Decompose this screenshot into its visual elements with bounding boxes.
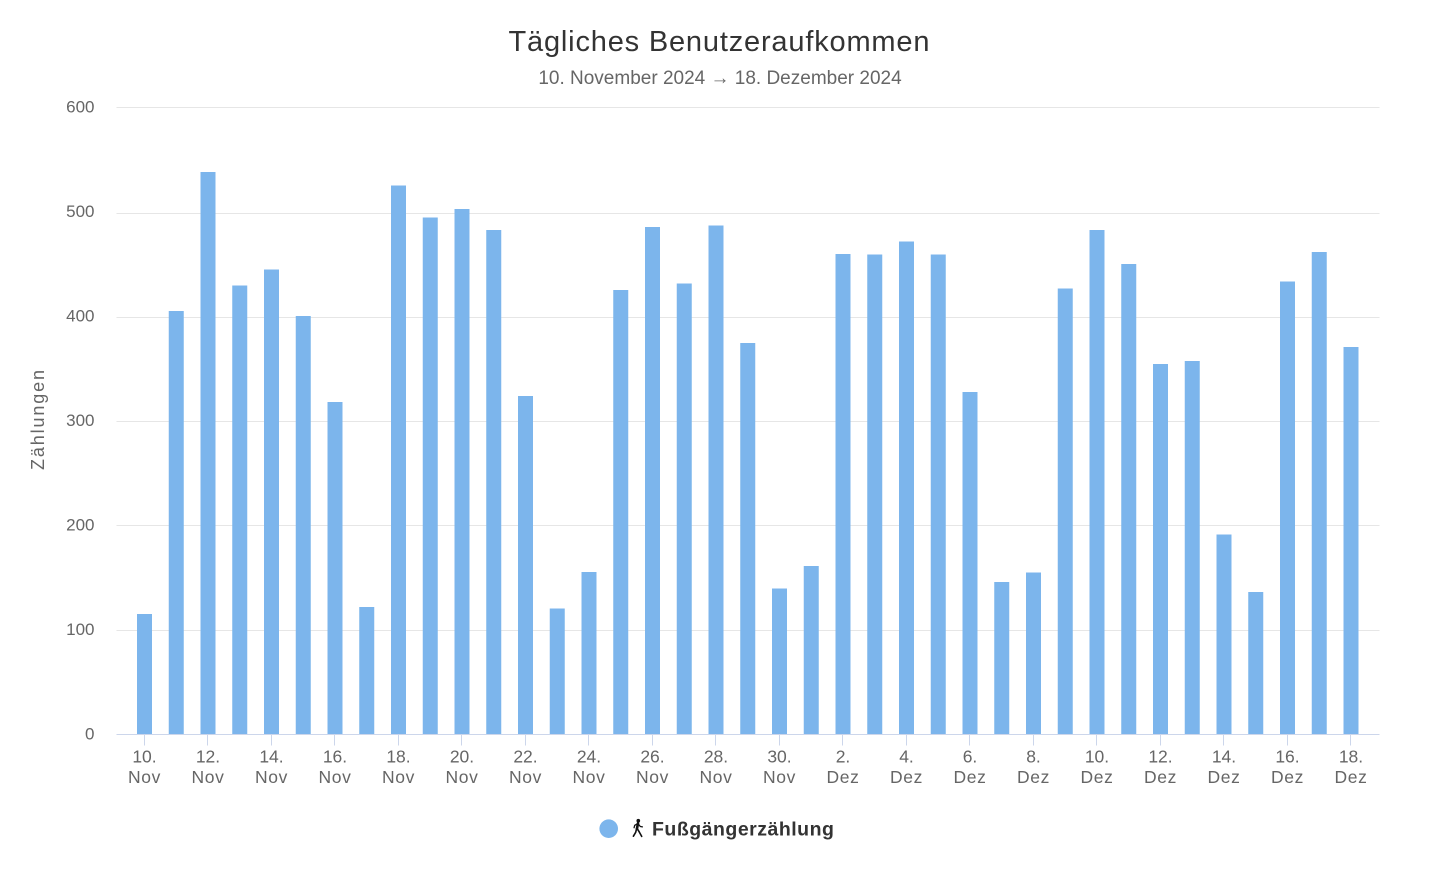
svg-text:20.: 20.: [450, 747, 474, 767]
svg-text:600: 600: [66, 97, 94, 116]
svg-text:14.: 14.: [1212, 747, 1236, 767]
svg-text:14.: 14.: [259, 747, 283, 767]
svg-text:8.: 8.: [1026, 747, 1041, 767]
svg-text:30.: 30.: [767, 747, 791, 767]
svg-text:10.: 10.: [132, 747, 156, 767]
svg-text:Tägliches Benutzeraufkommen: Tägliches Benutzeraufkommen: [509, 26, 930, 58]
svg-text:26.: 26.: [640, 747, 664, 767]
svg-text:Nov: Nov: [636, 767, 669, 787]
svg-text:Dez: Dez: [1081, 767, 1114, 787]
svg-text:Dez: Dez: [1271, 767, 1304, 787]
svg-text:28.: 28.: [704, 747, 728, 767]
svg-text:16.: 16.: [323, 747, 347, 767]
svg-text:Nov: Nov: [255, 767, 288, 787]
svg-text:Zählungen: Zählungen: [28, 370, 48, 470]
svg-text:500: 500: [66, 202, 94, 221]
svg-text:Dez: Dez: [1208, 767, 1241, 787]
svg-text:22.: 22.: [513, 747, 537, 767]
svg-text:10. November 2024 → 18. Dezemb: 10. November 2024 → 18. Dezember 2024: [538, 68, 902, 89]
svg-text:Nov: Nov: [573, 767, 606, 787]
svg-text:Nov: Nov: [192, 767, 225, 787]
svg-text:400: 400: [66, 306, 94, 325]
svg-text:100: 100: [66, 620, 94, 639]
svg-text:Nov: Nov: [509, 767, 542, 787]
svg-text:12.: 12.: [1148, 747, 1172, 767]
svg-text:6.: 6.: [963, 747, 978, 767]
svg-text:4.: 4.: [899, 747, 914, 767]
svg-text:Nov: Nov: [700, 767, 733, 787]
svg-text:Dez: Dez: [1144, 767, 1177, 787]
svg-text:12.: 12.: [196, 747, 220, 767]
svg-text:300: 300: [66, 411, 94, 430]
svg-text:Nov: Nov: [446, 767, 479, 787]
svg-text:Nov: Nov: [128, 767, 161, 787]
svg-text:0: 0: [85, 724, 94, 743]
svg-text:200: 200: [66, 515, 94, 534]
svg-text:Dez: Dez: [827, 767, 860, 787]
svg-text:Dez: Dez: [1017, 767, 1050, 787]
svg-text:Dez: Dez: [890, 767, 923, 787]
svg-text:Dez: Dez: [954, 767, 987, 787]
svg-text:2.: 2.: [836, 747, 851, 767]
svg-text:18.: 18.: [386, 747, 410, 767]
svg-text:18.: 18.: [1339, 747, 1363, 767]
svg-text:10.: 10.: [1085, 747, 1109, 767]
svg-text:16.: 16.: [1275, 747, 1299, 767]
svg-text:24.: 24.: [577, 747, 601, 767]
svg-text:Nov: Nov: [319, 767, 352, 787]
svg-text:Nov: Nov: [763, 767, 796, 787]
svg-text:Nov: Nov: [382, 767, 415, 787]
svg-text:Dez: Dez: [1335, 767, 1368, 787]
svg-text:Fußgängerzählung: Fußgängerzählung: [652, 819, 834, 841]
